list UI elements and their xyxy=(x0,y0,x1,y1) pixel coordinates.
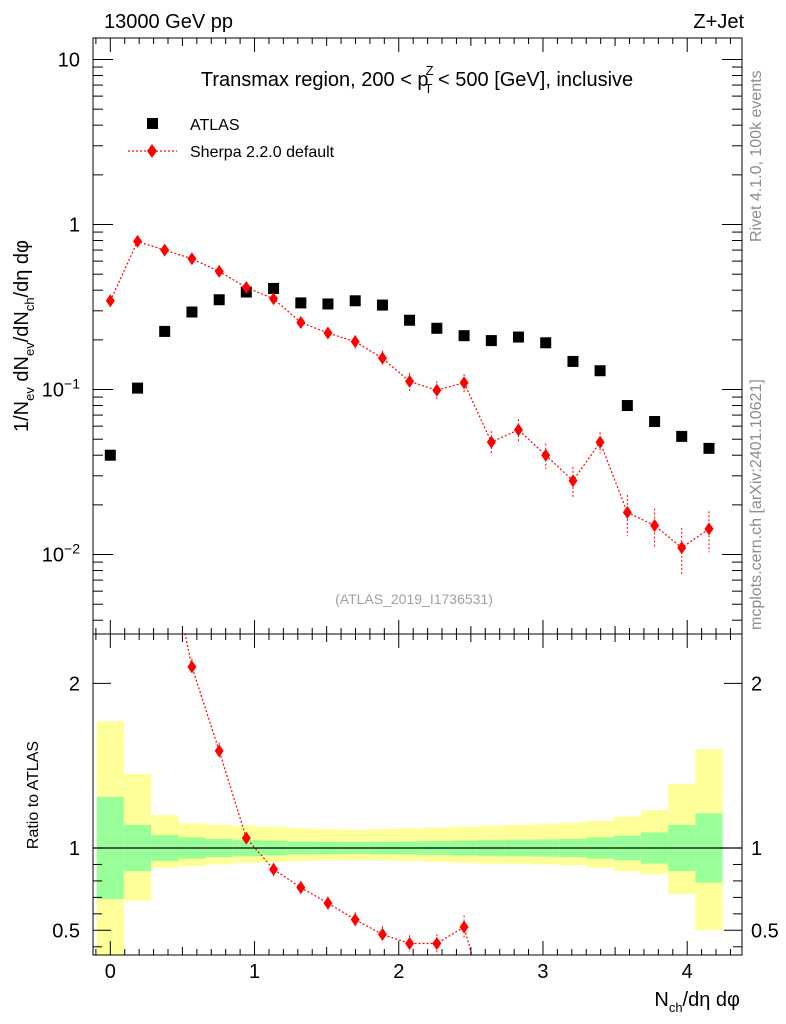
atlas-point xyxy=(512,331,524,343)
ratio-sherpa-point xyxy=(269,862,279,876)
atlas-point xyxy=(594,365,606,377)
ratio-sherpa-point xyxy=(187,660,197,674)
analysis-watermark: (ATLAS_2019_I1736531) xyxy=(335,591,493,607)
main-y-axis-label: 1/Nev dNev/dNch/dη dφ xyxy=(11,240,37,432)
x-tick-label: 4 xyxy=(682,961,693,983)
ratio-y-tick-label-left: 2 xyxy=(69,673,80,695)
header-left: 13000 GeV pp xyxy=(104,11,233,33)
sherpa-point xyxy=(513,423,523,437)
atlas-point xyxy=(458,330,470,342)
sherpa-point xyxy=(405,374,415,388)
sherpa-point xyxy=(568,474,578,488)
ratio-tick-labels: 0.5 0.5 1 1 2 2 0 1 2 3 4 xyxy=(52,673,779,983)
ratio-sherpa-point xyxy=(323,896,333,910)
atlas-point xyxy=(540,337,552,349)
legend-sherpa-label: Sherpa 2.2.0 default xyxy=(190,144,335,161)
sherpa-point xyxy=(704,522,714,536)
ratio-sherpa-point xyxy=(350,913,360,927)
atlas-point xyxy=(649,416,661,428)
sherpa-point xyxy=(269,292,279,306)
sherpa-point xyxy=(105,294,115,308)
ratio-y-tick-label-left: 0.5 xyxy=(52,920,80,942)
atlas-series xyxy=(104,282,715,461)
legend-atlas-marker xyxy=(147,118,158,129)
source-label: mcplots.cern.ch [arXiv:2401.10621] xyxy=(748,379,765,630)
ratio-sherpa-point xyxy=(296,881,306,895)
sherpa-point xyxy=(323,326,333,340)
atlas-point xyxy=(376,299,388,311)
x-tick-label: 2 xyxy=(393,961,404,983)
sherpa-point xyxy=(350,335,360,349)
sherpa-point xyxy=(486,435,496,449)
sherpa-point xyxy=(677,541,687,555)
ratio-sherpa-series xyxy=(184,634,473,955)
atlas-point xyxy=(676,430,688,442)
atlas-point xyxy=(703,442,715,454)
atlas-point xyxy=(485,335,497,347)
chart-title: Transmax region, 200 < pZ T < 500 [GeV], … xyxy=(201,63,633,96)
rivet-version-label: Rivet 4.1.0, 100k events xyxy=(748,70,765,242)
ratio-sherpa-point xyxy=(214,744,224,758)
legend-sherpa-marker xyxy=(147,144,157,158)
sherpa-point xyxy=(214,264,224,278)
ratio-sherpa-point xyxy=(405,936,415,950)
sherpa-point xyxy=(133,234,143,248)
sherpa-point xyxy=(595,435,605,449)
x-tick-label: 3 xyxy=(537,961,548,983)
sherpa-point xyxy=(160,243,170,257)
sherpa-series xyxy=(105,234,714,576)
atlas-point xyxy=(404,314,416,326)
atlas-point xyxy=(186,306,198,318)
atlas-point xyxy=(295,297,307,309)
atlas-point xyxy=(621,400,633,412)
sherpa-point xyxy=(459,376,469,390)
ratio-y-tick-label-right: 0.5 xyxy=(751,920,779,942)
sherpa-point xyxy=(650,518,660,532)
sherpa-point xyxy=(241,281,251,295)
main-y-tick-label: 10−2 xyxy=(42,541,80,567)
x-tick-label: 1 xyxy=(249,961,260,983)
main-panel: 10−2 10−1 1 10 Transmax region, 200 < pZ T <… xyxy=(11,37,743,635)
sherpa-line xyxy=(109,240,710,549)
ratio-sherpa-point xyxy=(241,831,251,845)
sherpa-point xyxy=(377,351,387,365)
sherpa-point xyxy=(622,505,632,519)
ratio-uncertainty-bands xyxy=(96,721,723,955)
ratio-y-axis-label: Ratio to ATLAS xyxy=(25,741,42,849)
legend-atlas-label: ATLAS xyxy=(190,117,240,134)
main-y-tick-labels: 10−2 10−1 1 10 xyxy=(42,50,80,567)
atlas-point xyxy=(213,294,225,306)
x-tick-label: 0 xyxy=(105,961,116,983)
sherpa-point xyxy=(296,315,306,329)
main-y-tick-label: 10−1 xyxy=(42,376,80,402)
main-axis-ticks xyxy=(93,38,742,634)
atlas-point xyxy=(431,322,443,334)
legend: ATLAS Sherpa 2.2.0 default xyxy=(128,117,335,161)
ratio-panel-frame xyxy=(92,633,743,956)
sherpa-point xyxy=(432,383,442,397)
x-axis-label: Nch/dη dφ xyxy=(654,989,740,1015)
sherpa-point xyxy=(187,252,197,266)
ratio-y-tick-label-right: 2 xyxy=(751,673,762,695)
atlas-point xyxy=(349,295,361,307)
ratio-sherpa-point xyxy=(432,936,442,950)
atlas-point xyxy=(104,449,116,461)
ratio-sherpa-point xyxy=(459,920,469,934)
ratio-axis-ticks xyxy=(93,634,742,955)
ratio-sherpa-point xyxy=(377,927,387,941)
ratio-y-tick-label-left: 1 xyxy=(69,838,80,860)
main-y-tick-label: 1 xyxy=(69,215,80,237)
header-right: Z+Jet xyxy=(693,11,744,33)
ratio-panel: 0.5 0.5 1 1 2 2 0 1 2 3 4 Ratio to ATLAS Nch/dη dφ xyxy=(25,633,779,1015)
atlas-point xyxy=(268,282,280,294)
atlas-point xyxy=(567,355,579,367)
atlas-point xyxy=(132,382,144,394)
ratio-y-tick-label-right: 1 xyxy=(751,838,762,860)
main-y-tick-label: 10 xyxy=(58,50,80,72)
atlas-point xyxy=(322,298,334,310)
sherpa-point xyxy=(541,448,551,462)
atlas-point xyxy=(159,325,171,337)
